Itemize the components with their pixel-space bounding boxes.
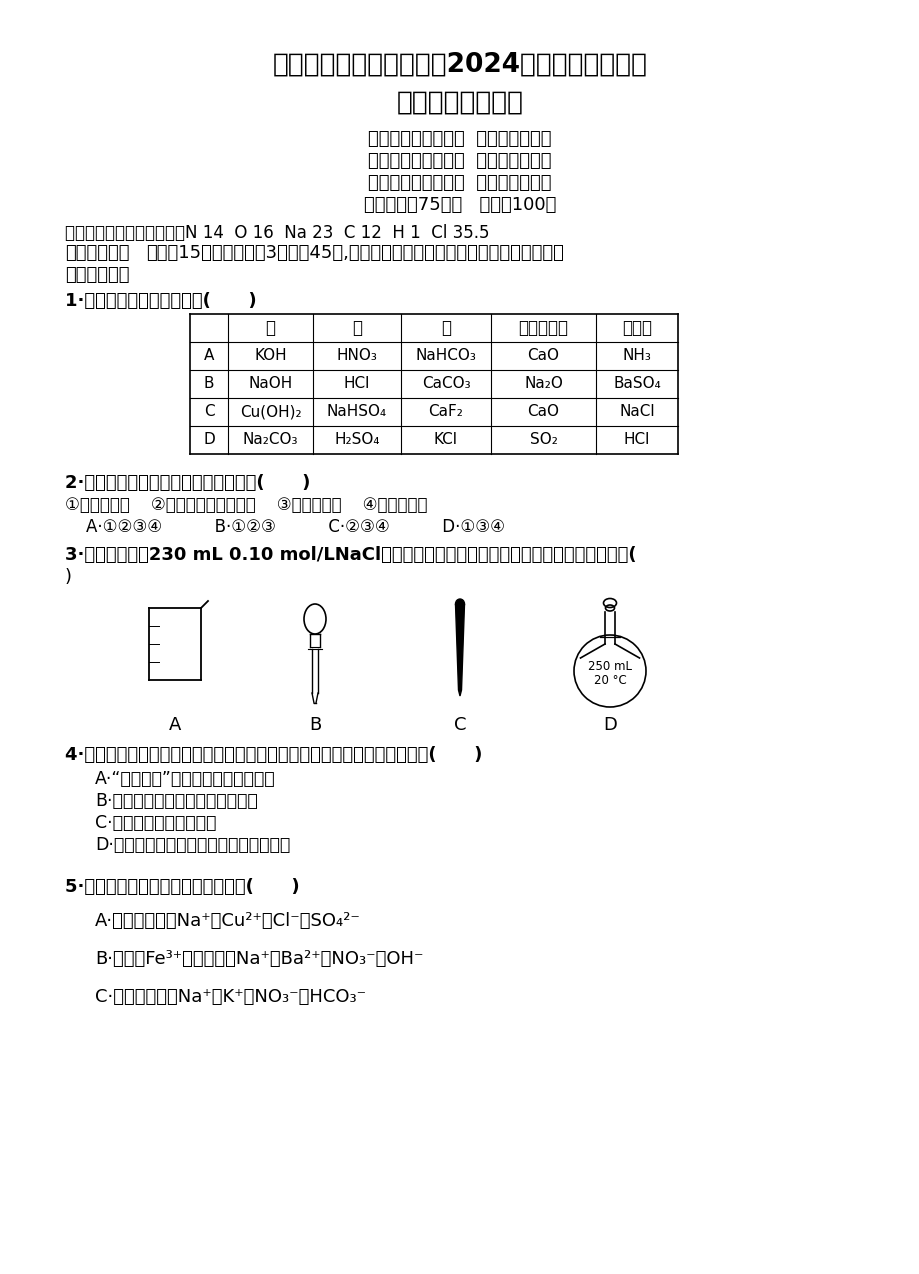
- Text: NaHSO₄: NaHSO₄: [326, 405, 387, 419]
- Text: 审题学校：三峡高中  审题人：刘海波: 审题学校：三峡高中 审题人：刘海波: [368, 152, 551, 169]
- Text: 20 °C: 20 °C: [593, 674, 626, 687]
- Text: D: D: [603, 716, 617, 734]
- Text: C: C: [453, 716, 466, 734]
- Text: 碱: 碱: [266, 318, 275, 338]
- Text: NaHCO₃: NaHCO₃: [415, 349, 476, 363]
- Ellipse shape: [455, 599, 464, 609]
- Text: CaCO₃: CaCO₃: [421, 377, 470, 391]
- Text: C: C: [203, 405, 214, 419]
- Polygon shape: [455, 604, 464, 691]
- Text: CaO: CaO: [527, 405, 559, 419]
- Text: 审题学校：枝江一中  审题人：周代华: 审题学校：枝江一中 审题人：周代华: [368, 175, 551, 192]
- Text: HCl: HCl: [623, 432, 650, 447]
- Text: H₂SO₄: H₂SO₄: [334, 432, 380, 447]
- Text: KOH: KOH: [254, 349, 287, 363]
- Text: B·明矾常用于水的净化和消毒杀菌: B·明矾常用于水的净化和消毒杀菌: [95, 792, 257, 810]
- Text: ①燃料的燃烧    ②绿色植物的光合作用    ③钢铁的锈蚀    ④食物的腐败: ①燃料的燃烧 ②绿色植物的光合作用 ③钢铁的锈蚀 ④食物的腐败: [65, 496, 427, 513]
- Text: D·工业上用澄清石灰水吸收氯气制漂白粉: D·工业上用澄清石灰水吸收氯气制漂白粉: [95, 836, 289, 854]
- Text: 250 mL: 250 mL: [587, 660, 631, 673]
- Text: 碱性氧化物: 碱性氧化物: [518, 318, 568, 338]
- Text: 1·下列物质的分类正确的是(      ): 1·下列物质的分类正确的是( ): [65, 292, 256, 310]
- Text: NaOH: NaOH: [248, 377, 292, 391]
- Text: ): ): [65, 568, 72, 586]
- Text: A·①②③④          B·①②③          C·②③④          D·①③④: A·①②③④ B·①②③ C·②③④ D·①③④: [65, 519, 505, 536]
- Text: Na₂CO₃: Na₂CO₃: [243, 432, 298, 447]
- Text: 4·化学与人类生产、生活以及社会可持续发展密切相关。下列说法正确的是(      ): 4·化学与人类生产、生活以及社会可持续发展密切相关。下列说法正确的是( ): [65, 747, 482, 764]
- Text: CaO: CaO: [527, 349, 559, 363]
- Text: 5·下列各组离子一定能大量共存的是(      ): 5·下列各组离子一定能大量共存的是( ): [65, 878, 300, 896]
- Text: D: D: [203, 432, 215, 447]
- Text: C·强碱溶液中：Na⁺、K⁺、NO₃⁻、HCO₃⁻: C·强碱溶液中：Na⁺、K⁺、NO₃⁻、HCO₃⁻: [95, 989, 366, 1006]
- Text: A: A: [204, 349, 214, 363]
- Text: KCl: KCl: [434, 432, 458, 447]
- Text: HCl: HCl: [344, 377, 369, 391]
- Text: NH₃: NH₃: [622, 349, 651, 363]
- Text: B: B: [203, 377, 214, 391]
- Text: CaF₂: CaF₂: [428, 405, 463, 419]
- Text: B·含大量Fe³⁺的溶液中：Na⁺、Ba²⁺、NO₃⁻、OH⁻: B·含大量Fe³⁺的溶液中：Na⁺、Ba²⁺、NO₃⁻、OH⁻: [95, 950, 423, 968]
- Text: 本题共15小题，每小题3分，共45分,在每小题给出的四个选项中，只有一项是符合: 本题共15小题，每小题3分，共45分,在每小题给出的四个选项中，只有一项是符合: [146, 245, 563, 262]
- Text: 宜昌市部分省级示范高中2024秋季学期高一年级: 宜昌市部分省级示范高中2024秋季学期高一年级: [272, 52, 647, 78]
- Text: 命题学校：宜都一中  命题人：刘雄波: 命题学校：宜都一中 命题人：刘雄波: [368, 130, 551, 148]
- Text: 2·下列变化中，涉及氧化还原反应的是(      ): 2·下列变化中，涉及氧化还原反应的是( ): [65, 474, 310, 492]
- Text: A·“静电除尘”利用了胶体带电的特性: A·“静电除尘”利用了胶体带电的特性: [95, 769, 276, 789]
- Text: Na₂O: Na₂O: [524, 377, 562, 391]
- Text: Cu(OH)₂: Cu(OH)₂: [240, 405, 301, 419]
- Text: 考试时间：75分钟   满分：100分: 考试时间：75分钟 满分：100分: [363, 196, 556, 214]
- Polygon shape: [458, 691, 461, 696]
- Text: B: B: [309, 716, 321, 734]
- Text: SO₂: SO₂: [529, 432, 557, 447]
- Text: C·碳酸氢钠可用作食用碱: C·碳酸氢钠可用作食用碱: [95, 814, 216, 832]
- Text: 盐: 盐: [440, 318, 450, 338]
- Text: A: A: [168, 716, 181, 734]
- Text: A·透明溶液中：Na⁺、Cu²⁺、Cl⁻、SO₄²⁻: A·透明溶液中：Na⁺、Cu²⁺、Cl⁻、SO₄²⁻: [95, 912, 360, 930]
- Text: 电解质: 电解质: [621, 318, 652, 338]
- Text: 一、选择题：: 一、选择题：: [65, 245, 130, 262]
- Text: 3·实验室现需要230 mL 0.10 mol/LNaCl溶液，在溶液配制过程中，下列仪器不需要用到的是(: 3·实验室现需要230 mL 0.10 mol/LNaCl溶液，在溶液配制过程中…: [65, 547, 636, 564]
- Text: BaSO₄: BaSO₄: [612, 377, 660, 391]
- Text: 期中考试化学试卷: 期中考试化学试卷: [396, 90, 523, 116]
- Text: NaCl: NaCl: [618, 405, 654, 419]
- Text: HNO₃: HNO₃: [336, 349, 377, 363]
- Text: 可能用到的相对分子质量：N 14  O 16  Na 23  C 12  H 1  Cl 35.5: 可能用到的相对分子质量：N 14 O 16 Na 23 C 12 H 1 Cl …: [65, 224, 489, 242]
- Text: 酸: 酸: [352, 318, 361, 338]
- Text: 题目要求的。: 题目要求的。: [65, 266, 130, 284]
